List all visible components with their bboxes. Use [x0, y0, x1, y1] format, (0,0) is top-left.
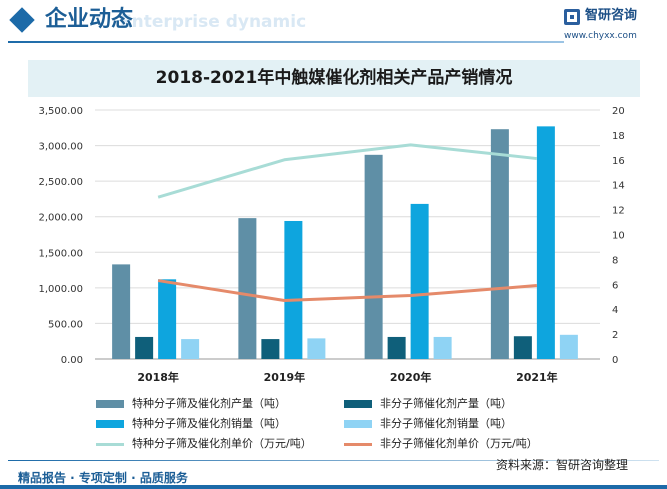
header-rule — [8, 41, 564, 43]
chart-title-bar: 2018-2021年中触媒催化剂相关产品产销情况 — [28, 60, 640, 97]
y-right-tick-label: 2 — [612, 330, 618, 341]
legend-label: 非分子筛催化剂产量（吨） — [380, 397, 512, 410]
y-left-tick-label: 3,500.00 — [38, 106, 83, 117]
y-left-tick-label: 1,500.00 — [38, 248, 83, 259]
bar — [112, 264, 131, 359]
y-right-tick-label: 6 — [612, 280, 618, 291]
brand-url: www.chyxx.com — [564, 31, 637, 41]
legend-label: 非分子筛催化剂销量（吨） — [380, 417, 512, 430]
x-tick-label: 2020年 — [390, 370, 432, 384]
legend: 特种分子筛及催化剂产量（吨） 非分子筛催化剂产量（吨） 特种分子筛及催化剂销量（… — [96, 396, 596, 452]
y-right-tick-label: 18 — [612, 131, 625, 142]
brand-logo-icon — [564, 9, 580, 25]
legend-swatch — [344, 443, 372, 446]
y-right-tick-label: 16 — [612, 156, 625, 167]
header: Enterprise dynamic 企业动态 智研咨询 www.chyxx.c… — [0, 0, 667, 46]
legend-swatch — [96, 420, 124, 428]
legend-label: 特种分子筛及催化剂销量（吨） — [132, 417, 286, 430]
bar — [364, 154, 383, 359]
y-right-tick-label: 20 — [612, 106, 625, 117]
section-title: 企业动态 — [45, 7, 134, 32]
bar — [387, 336, 406, 359]
y-left-tick-label: 0.00 — [61, 355, 83, 366]
bar — [410, 203, 429, 359]
y-left-tick-label: 2,000.00 — [38, 213, 83, 224]
bar — [158, 279, 177, 359]
footer-tagline: 精品报告 · 专项定制 · 品质服务 — [18, 471, 188, 485]
series-line — [157, 143, 538, 199]
bar — [181, 339, 200, 359]
y-left-tick-label: 500.00 — [48, 319, 83, 330]
bar — [536, 126, 555, 359]
bar — [135, 336, 154, 359]
bar — [284, 220, 303, 359]
y-left-tick-label: 2,500.00 — [38, 177, 83, 188]
y-right-tick-label: 10 — [612, 231, 625, 242]
y-left-tick-label: 3,000.00 — [38, 142, 83, 153]
bar — [490, 129, 509, 359]
y-right-tick-label: 0 — [612, 355, 618, 366]
legend-label: 特种分子筛及催化剂产量（吨） — [132, 397, 286, 410]
bar — [513, 336, 532, 359]
bar — [433, 336, 452, 359]
legend-swatch — [96, 400, 124, 408]
x-tick-label: 2018年 — [137, 370, 179, 384]
footer-strip — [0, 485, 667, 489]
y-left-tick-label: 1,000.00 — [38, 284, 83, 295]
legend-swatch — [344, 400, 372, 408]
y-right-tick-label: 4 — [612, 305, 618, 316]
legend-label: 特种分子筛及催化剂单价（万元/吨） — [132, 437, 312, 450]
footer-rule — [8, 460, 659, 461]
bar — [307, 338, 326, 359]
bar — [261, 339, 280, 359]
x-tick-label: 2021年 — [516, 370, 558, 384]
legend-label: 非分子筛催化剂单价（万元/吨） — [380, 437, 538, 450]
chart-title: 2018-2021年中触媒催化剂相关产品产销情况 — [155, 68, 513, 88]
section-subtitle: Enterprise dynamic — [120, 12, 307, 32]
series-line — [157, 279, 537, 302]
y-right-tick-label: 8 — [612, 255, 618, 266]
legend-swatch — [344, 420, 372, 428]
legend-swatch — [96, 443, 124, 446]
y-right-tick-label: 12 — [612, 206, 625, 217]
y-right-tick-label: 14 — [612, 181, 625, 192]
x-tick-label: 2019年 — [264, 370, 306, 384]
chart: 0.00 500.00 1,000.00 1,500.00 2,000.00 2,500.… — [38, 106, 625, 384]
bar — [559, 334, 578, 359]
brand-name: 智研咨询 — [585, 8, 638, 23]
bar — [238, 218, 257, 359]
footer-source: 资料来源：智研咨询整理 — [496, 458, 629, 472]
